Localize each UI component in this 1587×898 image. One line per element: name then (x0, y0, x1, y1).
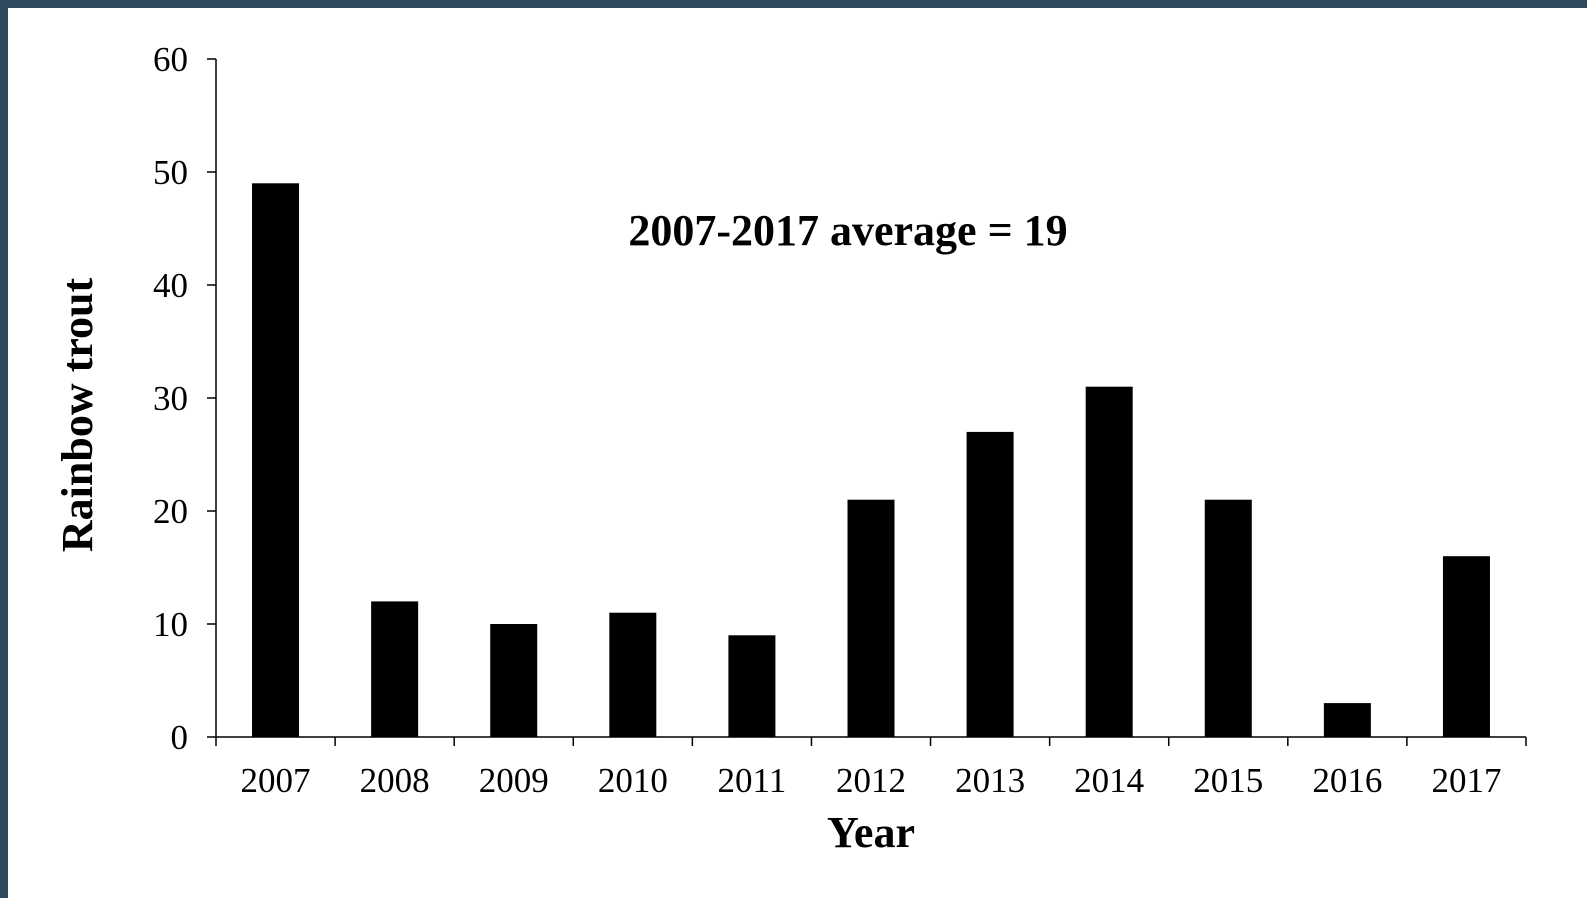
bar-2015 (1204, 499, 1252, 737)
bar-2013 (966, 431, 1014, 737)
x-ticks-group: 2007 2008 2009 2010 2011 2012 2013 2014 2015 2016… (215, 737, 1527, 800)
x-tick-label-2017: 2017 (1431, 761, 1501, 800)
y-tick-label: 50 (153, 153, 188, 192)
bar-2008 (371, 601, 419, 737)
bar-2011 (728, 635, 776, 737)
x-tick-label-2010: 2010 (598, 761, 668, 800)
x-tick-label-2009: 2009 (479, 761, 549, 800)
bar-2014 (1085, 386, 1133, 737)
x-tick-label-2016: 2016 (1312, 761, 1382, 800)
y-tick-label: 0 (171, 718, 189, 757)
x-tick-label-2007: 2007 (241, 761, 311, 800)
y-tick-label: 60 (153, 40, 188, 79)
bar-2016 (1323, 703, 1371, 737)
bar-2017 (1442, 556, 1490, 737)
bar-2007 (252, 183, 300, 738)
x-tick-label-2015: 2015 (1193, 761, 1263, 800)
y-axis-title: Rainbow trout (53, 278, 102, 553)
x-tick-label-2012: 2012 (836, 761, 906, 800)
bar-2012 (847, 499, 895, 737)
x-axis-title: Year (827, 808, 915, 857)
x-tick-label-2011: 2011 (718, 761, 787, 800)
average-annotation: 2007-2017 average = 19 (628, 206, 1067, 255)
bar-2009 (490, 624, 538, 737)
bar-2010 (609, 612, 657, 737)
y-tick-label: 10 (153, 605, 188, 644)
y-tick-label: 30 (153, 379, 188, 418)
y-tick-label: 20 (153, 492, 188, 531)
bars-group (252, 183, 1490, 738)
x-tick-label-2008: 2008 (360, 761, 430, 800)
y-ticks-group: 0 10 20 30 40 50 60 (153, 40, 216, 757)
x-tick-label-2013: 2013 (955, 761, 1025, 800)
y-tick-label: 40 (153, 266, 188, 305)
x-tick-label-2014: 2014 (1074, 761, 1144, 800)
